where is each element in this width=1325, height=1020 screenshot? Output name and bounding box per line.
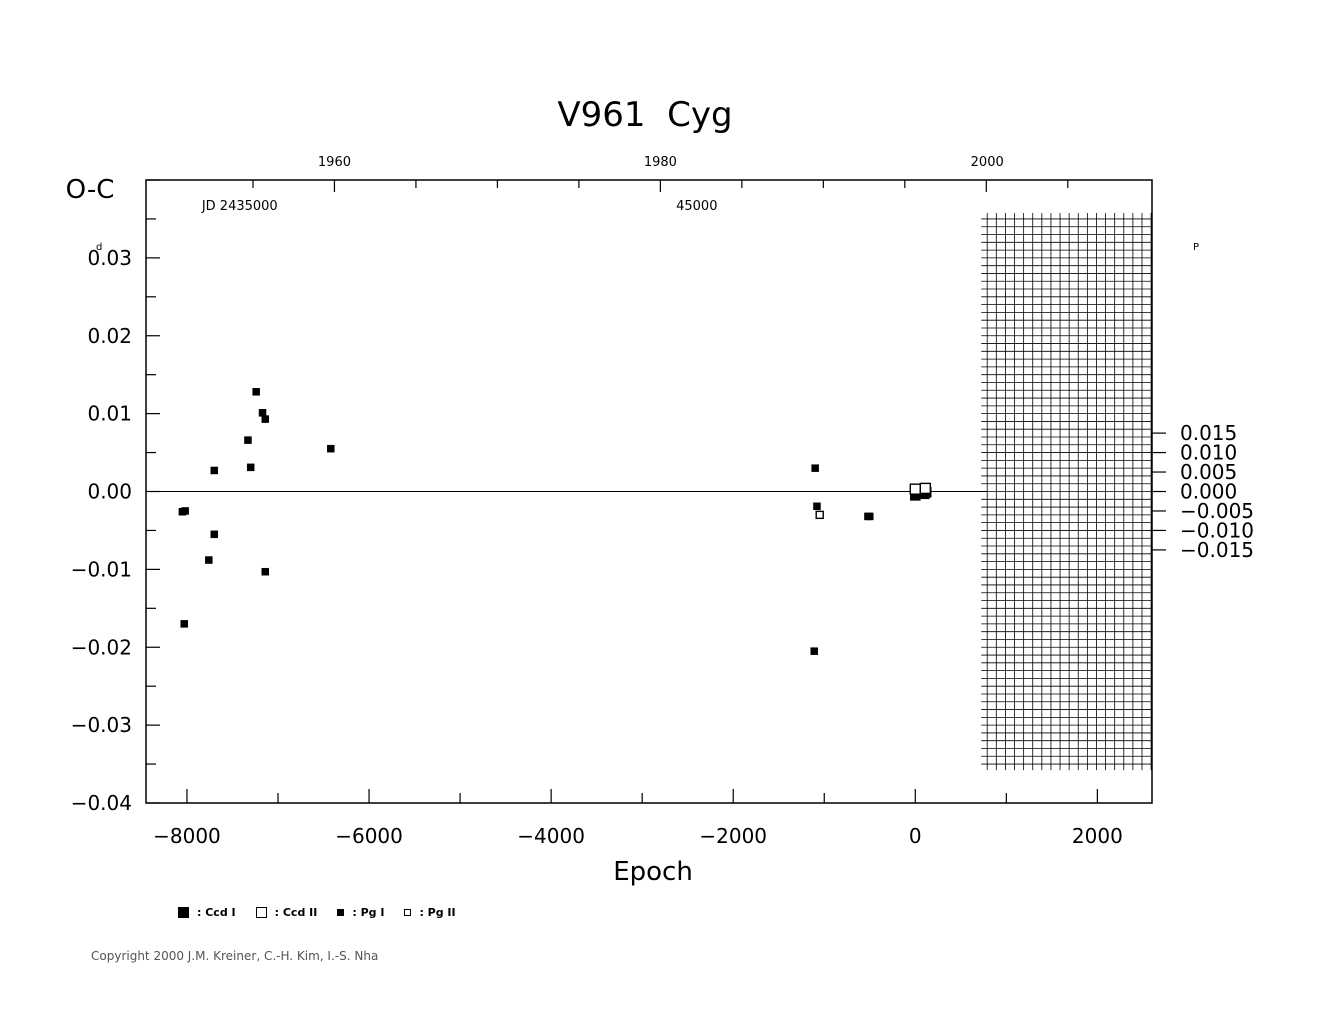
small-filled-square-marker-icon [337, 908, 345, 916]
point-pg-i [252, 388, 260, 396]
point-pg-i [246, 463, 255, 472]
open-square-marker-icon [255, 906, 267, 918]
y2-tick-label: 0.010 [1180, 441, 1237, 465]
x-tick-label: −8000 [153, 824, 221, 848]
y2-tick-label: 0.000 [1180, 480, 1237, 504]
legend-item-ccd2: : Ccd II [255, 905, 318, 919]
y-tick-label: −0.04 [71, 791, 132, 815]
jd-label: JD 2435000 [201, 199, 278, 214]
point-pg-i [811, 464, 819, 472]
x-tick-label: −4000 [517, 824, 585, 848]
y2-tick-label: −0.005 [1180, 499, 1254, 523]
x-tick-label: −6000 [335, 824, 403, 848]
copyright-notice: Copyright 2000 J.M. Kreiner, C.-H. Kim, … [91, 949, 379, 963]
point-pg-i [327, 444, 335, 453]
y2-tick-label: 0.015 [1180, 421, 1237, 445]
point-pg-i [181, 507, 189, 515]
small-open-square-marker-icon [404, 908, 412, 916]
point-pg-i [261, 567, 270, 576]
top-year-label: 1960 [318, 155, 351, 170]
y-tick-label: 0.03 [87, 246, 132, 270]
point-pg-i [210, 530, 219, 539]
x-tick-label: 0 [909, 824, 922, 848]
y-tick-label: −0.01 [71, 557, 132, 581]
point-pg-i [180, 620, 188, 628]
point-pg-ii [815, 510, 824, 520]
point-pg-i [810, 647, 818, 655]
data-points [178, 388, 932, 655]
chart-title: V961 Cyg [557, 95, 732, 135]
y-unit-label: d [96, 242, 102, 253]
jd-label: 45000 [676, 199, 717, 214]
legend-item-ccd1: : Ccd I [178, 906, 236, 919]
y-tick-label: −0.02 [71, 635, 132, 659]
legend-label-ccd2: : Ccd II [274, 905, 318, 919]
y2-unit-label: P [1193, 242, 1199, 253]
point-pg-i [244, 436, 252, 444]
y2-tick-label: −0.010 [1180, 518, 1254, 542]
legend-label-ccd1: : Ccd I [197, 905, 236, 919]
y2-tick-label: −0.015 [1180, 538, 1254, 562]
future-grid [981, 212, 1152, 771]
point-ccd-ii [909, 483, 921, 495]
x-tick-label: −2000 [699, 824, 767, 848]
y-tick-label: −0.03 [71, 713, 132, 737]
y-axis-title: O-C [66, 175, 115, 205]
point-pg-i [261, 415, 270, 423]
point-pg-i [205, 556, 213, 564]
legend: : Ccd I : Ccd II : Pg I : Pg II [178, 903, 476, 921]
top-year-label: 2000 [971, 155, 1004, 170]
point-pg-i [258, 409, 267, 417]
y-tick-label: 0.02 [87, 324, 132, 348]
point-pg-i [866, 512, 874, 521]
x-tick-label: 2000 [1072, 824, 1123, 848]
axes: −8000 −6000 −4000 −2000 0 2000 −0.04 −0.03 −0.02… [71, 155, 1254, 848]
point-pg-i [210, 466, 219, 475]
point-ccd-ii [919, 482, 932, 495]
top-year-label: 1980 [644, 155, 677, 170]
x-axis-title: Epoch [613, 857, 693, 887]
y2-tick-label: 0.005 [1180, 460, 1237, 484]
legend-item-pg2: : Pg II [404, 905, 456, 919]
y-tick-label: 0.00 [87, 480, 132, 504]
legend-label-pg2: : Pg II [419, 905, 456, 919]
legend-item-pg1: : Pg I [337, 906, 384, 919]
y-tick-label: 0.01 [87, 402, 132, 426]
legend-label-pg1: : Pg I [352, 905, 385, 919]
point-pg-i [813, 502, 821, 511]
filled-square-marker-icon [178, 906, 189, 918]
